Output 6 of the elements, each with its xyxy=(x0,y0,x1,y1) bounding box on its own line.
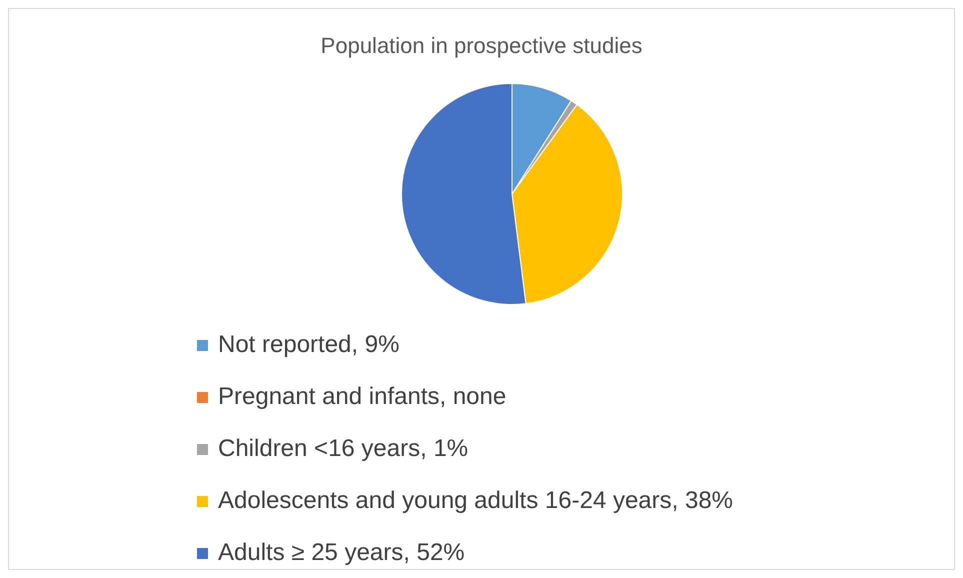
legend-label: Not reported, 9% xyxy=(218,331,400,359)
legend-label: Adults ≥ 25 years, 52% xyxy=(218,539,465,567)
legend-label: Pregnant and infants, none xyxy=(218,383,506,411)
legend-label: Children <16 years, 1% xyxy=(218,435,468,463)
chart-title: Population in prospective studies xyxy=(320,33,644,59)
legend-label: Adolescents and young adults 16-24 years, 38% xyxy=(218,487,734,515)
